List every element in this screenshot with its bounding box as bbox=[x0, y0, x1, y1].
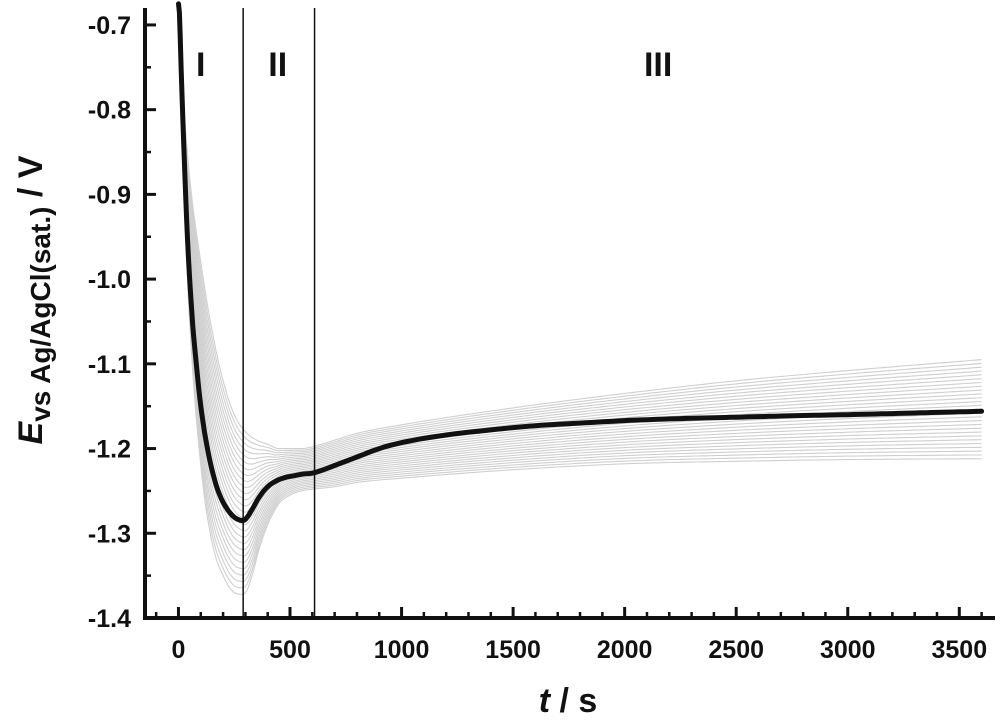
y-tick-label: -1.2 bbox=[88, 436, 131, 464]
envelope-curve bbox=[177, 16, 982, 489]
y-tick-label: -1.3 bbox=[88, 520, 131, 548]
y-tick-label: -1.0 bbox=[88, 266, 131, 294]
tick-labels: 0 500 1000 1500 2000 2500 3000 3500 -0.7 -0.8 -0.9… bbox=[88, 12, 987, 664]
envelope-curve bbox=[177, 16, 982, 544]
mean-curve-layer bbox=[176, 1, 985, 524]
axes-frame bbox=[143, 8, 995, 620]
envelope-curve bbox=[177, 16, 982, 477]
y-tick-label: -0.8 bbox=[88, 97, 131, 125]
envelope-curve bbox=[177, 16, 982, 570]
x-tick-label: 3000 bbox=[820, 636, 876, 664]
x-tick-label: 0 bbox=[172, 636, 186, 664]
x-tick-label: 500 bbox=[269, 636, 311, 664]
envelope-curve bbox=[177, 16, 982, 589]
x-axis-title-italic: t bbox=[539, 682, 552, 720]
envelope-curve bbox=[177, 16, 982, 595]
envelope-layer bbox=[177, 16, 982, 595]
envelope-curve bbox=[177, 16, 982, 454]
envelope-curve bbox=[177, 16, 982, 576]
envelope-curve bbox=[177, 16, 982, 551]
x-axis-title-unit: / s bbox=[550, 682, 597, 720]
envelope-curve bbox=[177, 16, 982, 456]
region-labels: I II III bbox=[196, 46, 672, 84]
envelope-curve bbox=[177, 16, 982, 471]
y-tick-label: -1.4 bbox=[88, 605, 131, 633]
envelope-curve bbox=[177, 16, 982, 483]
y-axis-title: Evs Ag/AgCl(sat.) / V bbox=[12, 155, 56, 444]
y-axis-title-unit: / V bbox=[12, 155, 50, 206]
envelope-curve bbox=[177, 16, 982, 563]
y-tick-label: -0.7 bbox=[88, 12, 131, 40]
ticks bbox=[145, 23, 983, 620]
region-boundaries bbox=[242, 8, 316, 618]
envelope-curve bbox=[177, 16, 982, 501]
x-tick-label: 1500 bbox=[485, 636, 541, 664]
envelope-curve bbox=[177, 16, 982, 465]
envelope-curve bbox=[177, 16, 982, 450]
y-tick-label: -0.9 bbox=[88, 181, 131, 209]
envelope-curve bbox=[177, 16, 982, 507]
envelope-curve bbox=[177, 16, 982, 495]
envelope-curve bbox=[177, 16, 982, 452]
envelope-curve bbox=[177, 16, 982, 519]
region-label: III bbox=[644, 46, 672, 84]
y-axis-title-subscript: vs Ag/AgCl(sat.) bbox=[25, 207, 56, 422]
x-tick-label: 1000 bbox=[374, 636, 430, 664]
region-label: II bbox=[268, 46, 287, 84]
x-tick-label: 2000 bbox=[597, 636, 653, 664]
mean-potential-curve bbox=[176, 1, 985, 524]
envelope-curve bbox=[177, 16, 982, 582]
y-tick-label: -1.1 bbox=[88, 351, 131, 379]
y-axis-title-italic: E bbox=[12, 420, 50, 444]
x-axis-title: t / s bbox=[539, 682, 598, 720]
envelope-curve bbox=[177, 16, 982, 460]
envelope-curve bbox=[177, 16, 982, 557]
x-tick-label: 3500 bbox=[931, 636, 987, 664]
x-tick-label: 2500 bbox=[708, 636, 764, 664]
envelope-curve bbox=[177, 16, 982, 513]
region-label: I bbox=[196, 46, 205, 84]
